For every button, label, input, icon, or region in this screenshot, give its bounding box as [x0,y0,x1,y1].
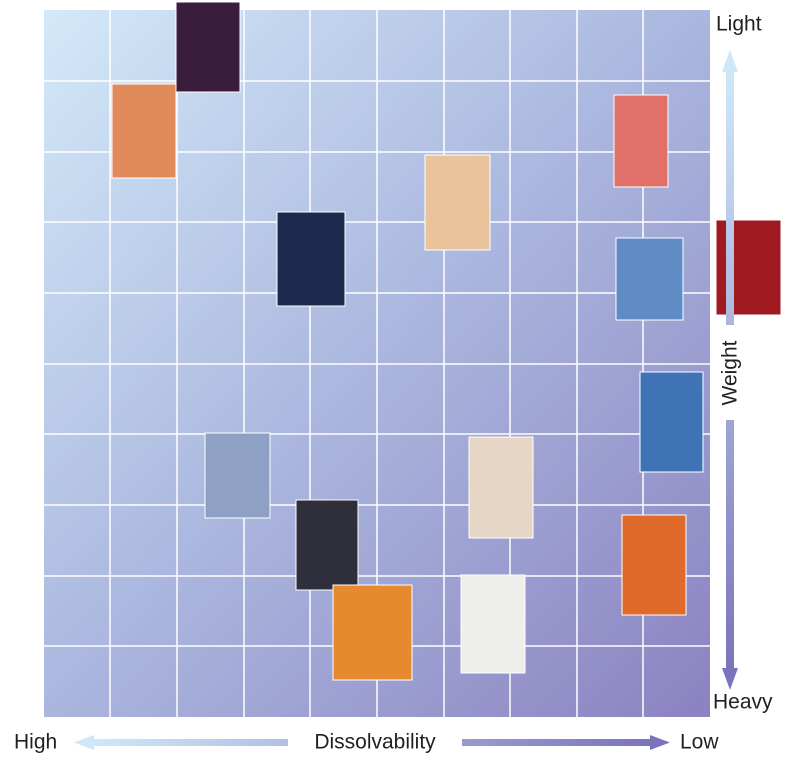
axis-end-label: Light [716,13,762,36]
axis-end-label: Low [680,731,719,754]
product-packages [111,1,782,681]
label-background [288,730,462,756]
product [204,432,271,519]
label-background [719,325,743,420]
product [175,1,241,93]
product [424,154,491,251]
axis-title: Dissolvability [314,731,436,754]
product [715,219,782,316]
product [295,499,359,591]
product [639,371,704,473]
axis-title: Weight [719,340,742,405]
axis-end-label: High [14,731,57,754]
product [332,584,413,681]
product [460,574,526,674]
product [111,83,177,179]
product [468,436,534,539]
product [276,211,346,307]
product [621,514,687,616]
product [613,94,669,188]
axis-end-label: Heavy [713,691,773,714]
product [615,237,684,321]
